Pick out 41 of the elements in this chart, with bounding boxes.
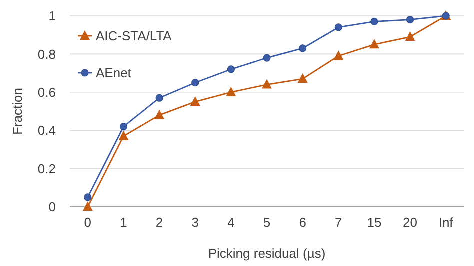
point xyxy=(226,86,236,96)
x-tick-label: 2 xyxy=(156,215,164,230)
y-axis-title: Fraction xyxy=(10,88,25,135)
x-tick-label: 6 xyxy=(299,215,306,230)
point xyxy=(262,79,272,89)
point xyxy=(192,79,200,87)
x-axis-title: Picking residual (µs) xyxy=(208,246,326,261)
x-tick-label: 5 xyxy=(263,215,271,230)
x-tick-label: 15 xyxy=(367,215,382,230)
y-tick-label: 0.8 xyxy=(38,46,56,62)
y-tick-label: 0 xyxy=(48,200,56,215)
point xyxy=(369,39,380,49)
point xyxy=(82,202,93,211)
point xyxy=(298,74,308,84)
x-tick-label: 4 xyxy=(228,215,235,230)
y-tick-label: 0.4 xyxy=(38,123,56,138)
point xyxy=(118,130,129,140)
point xyxy=(263,54,271,62)
point xyxy=(190,96,200,106)
x-tick-label: 20 xyxy=(403,215,418,230)
point xyxy=(84,194,92,202)
y-tick-label: 1 xyxy=(48,8,56,24)
x-tick-label: 7 xyxy=(335,215,342,230)
point xyxy=(406,16,414,24)
point xyxy=(370,18,378,26)
point xyxy=(334,24,342,32)
y-tick-label: 0.6 xyxy=(38,84,56,100)
legend-label: AIC-STA/LTA xyxy=(96,28,172,44)
legend-label: AEnet xyxy=(96,66,132,81)
point xyxy=(227,66,235,74)
x-tick-label: 1 xyxy=(120,215,128,230)
point xyxy=(120,122,128,131)
x-tick-label: Inf xyxy=(438,215,454,230)
x-tick-label: 3 xyxy=(192,215,199,230)
x-tick-label: 0 xyxy=(84,215,92,230)
y-tick-label: 0.2 xyxy=(38,161,56,176)
point xyxy=(299,44,307,52)
point xyxy=(154,110,165,120)
point xyxy=(334,50,344,60)
point xyxy=(156,94,164,102)
point xyxy=(405,32,416,42)
